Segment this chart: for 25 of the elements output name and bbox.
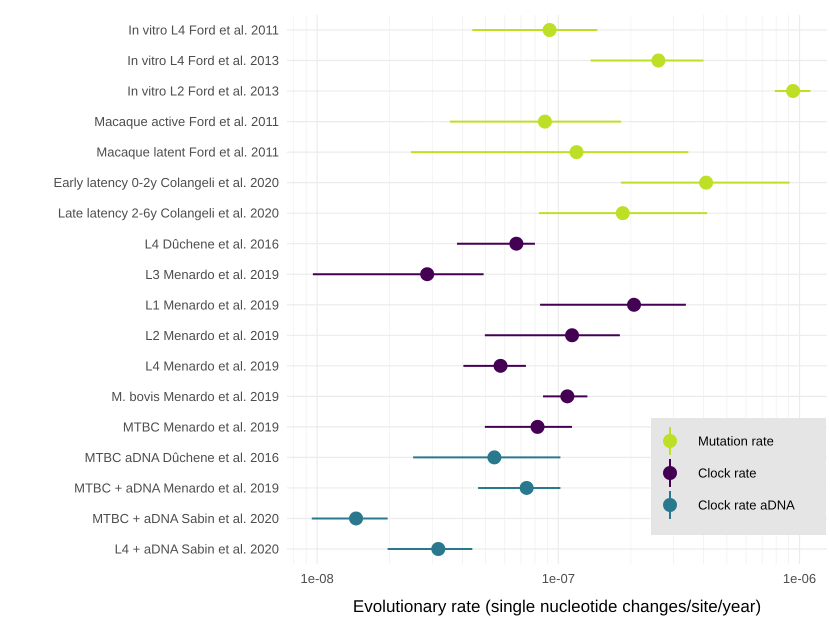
y-tick-label: In vitro L2 Ford et al. 2013 [127,84,279,99]
y-tick-label: In vitro L4 Ford et al. 2011 [128,22,279,38]
legend-label: Mutation rate [698,434,774,449]
y-tick-label: MTBC aDNA Dûchene et al. 2016 [84,450,279,465]
y-tick-label: MTBC + aDNA Menardo et al. 2019 [74,480,279,496]
y-tick-label: L4 Menardo et al. 2019 [145,358,279,374]
y-tick-label: Early latency 0-2y Colangeli et al. 2020 [54,175,279,190]
y-tick-label: L3 Menardo et al. 2019 [145,266,279,282]
y-tick-label: In vitro L4 Ford et al. 2013 [127,53,279,68]
y-tick-label: MTBC + aDNA Sabin et al. 2020 [92,511,279,526]
y-tick-label: Macaque active Ford et al. 2011 [94,114,279,130]
x-tick-label: 1e-07 [542,571,575,586]
legend-label: Clock rate [698,466,757,481]
x-tick-label: 1e-08 [300,571,334,586]
y-tick-label: M. bovis Menardo et al. 2019 [111,388,279,404]
y-tick-label: L2 Menardo et al. 2019 [145,328,279,343]
y-tick-label: MTBC Menardo et al. 2019 [122,419,279,434]
y-tick-label: Late latency 2-6y Colangeli et al. 2020 [58,206,279,221]
x-tick-label: 1e-06 [782,571,816,586]
x-axis-title: Evolutionary rate (single nucleotide changes/site/year) [352,597,762,616]
y-tick-label: L1 Menardo et al. 2019 [145,297,279,312]
y-tick-label: L4 Dûchene et al. 2016 [144,236,279,252]
y-tick-label: Macaque latent Ford et al. 2011 [96,144,279,160]
legend-label: Clock rate aDNA [698,498,796,513]
y-tick-label: L4 + aDNA Sabin et al. 2020 [114,542,279,557]
